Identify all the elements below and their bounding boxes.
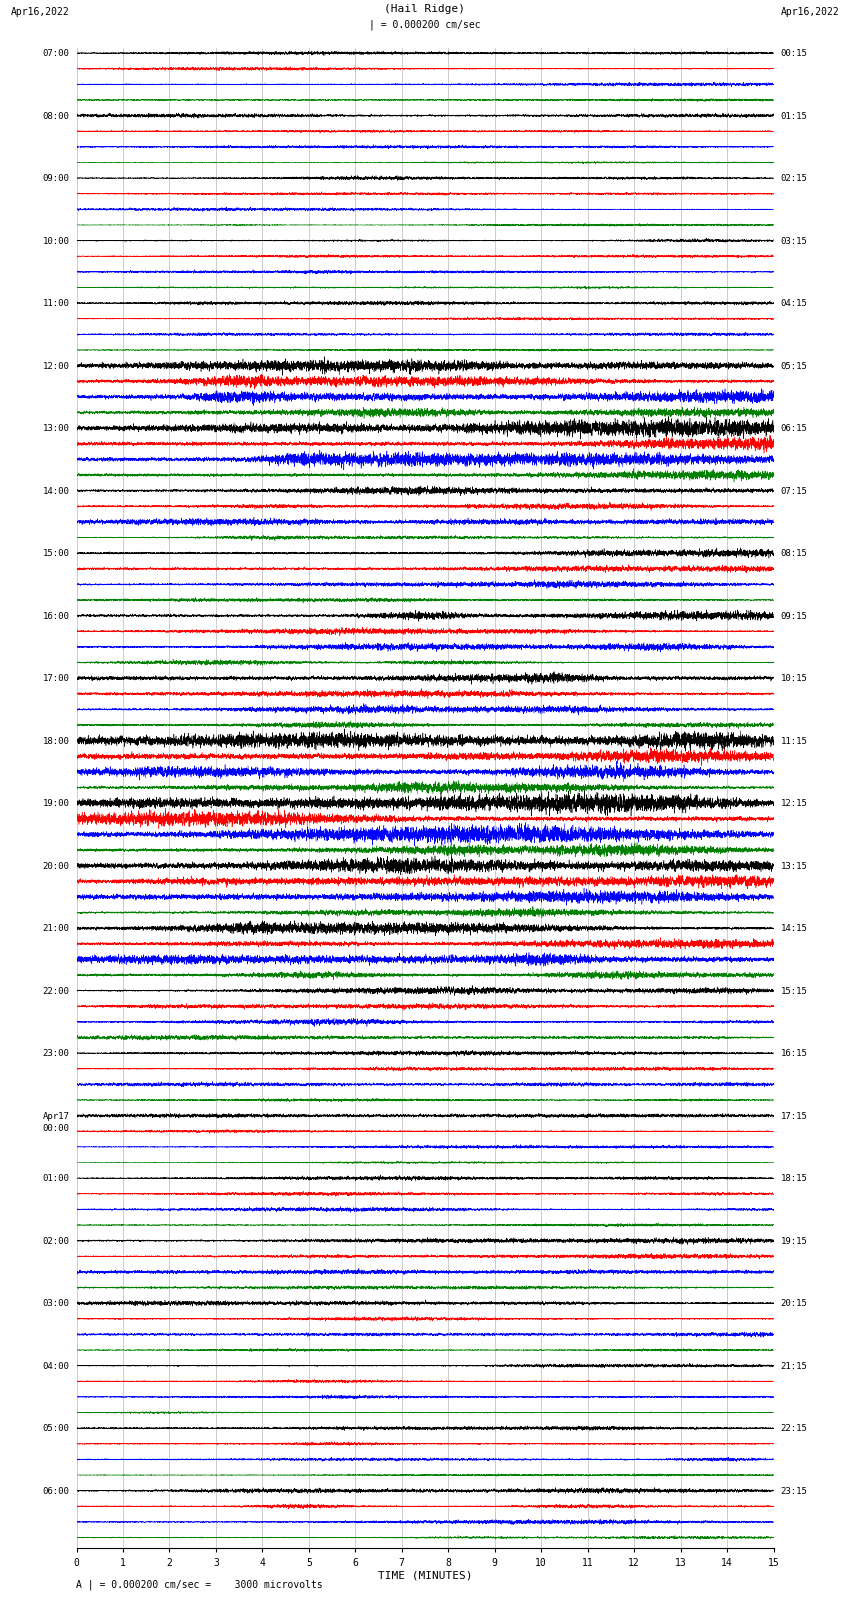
Text: 10:15: 10:15 xyxy=(780,674,808,684)
Text: 16:00: 16:00 xyxy=(42,611,70,621)
Text: 21:15: 21:15 xyxy=(780,1361,808,1371)
Text: 12:00: 12:00 xyxy=(42,361,70,371)
Text: 15:15: 15:15 xyxy=(780,987,808,995)
Text: 02:15: 02:15 xyxy=(780,174,808,184)
Text: 23:00: 23:00 xyxy=(42,1048,70,1058)
Text: 01:15: 01:15 xyxy=(780,111,808,121)
Text: 04:00: 04:00 xyxy=(42,1361,70,1371)
Text: 15:00: 15:00 xyxy=(42,548,70,558)
Text: 19:15: 19:15 xyxy=(780,1237,808,1245)
Text: 00:15: 00:15 xyxy=(780,48,808,58)
Text: 14:15: 14:15 xyxy=(780,924,808,934)
Text: 05:15: 05:15 xyxy=(780,361,808,371)
Text: 07:00: 07:00 xyxy=(42,48,70,58)
Text: 19:00: 19:00 xyxy=(42,798,70,808)
Text: Apr17: Apr17 xyxy=(42,1111,70,1121)
Text: 22:15: 22:15 xyxy=(780,1424,808,1434)
Text: 03:15: 03:15 xyxy=(780,237,808,245)
Text: 12:15: 12:15 xyxy=(780,798,808,808)
Text: 10:00: 10:00 xyxy=(42,237,70,245)
Text: | = 0.000200 cm/sec: | = 0.000200 cm/sec xyxy=(369,19,481,29)
Text: 09:00: 09:00 xyxy=(42,174,70,184)
Text: 11:00: 11:00 xyxy=(42,298,70,308)
Text: 06:00: 06:00 xyxy=(42,1487,70,1495)
Text: 02:00: 02:00 xyxy=(42,1237,70,1245)
Text: A | = 0.000200 cm/sec =    3000 microvolts: A | = 0.000200 cm/sec = 3000 microvolts xyxy=(76,1579,323,1590)
Text: 18:15: 18:15 xyxy=(780,1174,808,1184)
Text: 21:00: 21:00 xyxy=(42,924,70,934)
Text: 16:15: 16:15 xyxy=(780,1048,808,1058)
X-axis label: TIME (MINUTES): TIME (MINUTES) xyxy=(377,1571,473,1581)
Text: 00:00: 00:00 xyxy=(42,1124,70,1134)
Text: 04:15: 04:15 xyxy=(780,298,808,308)
Text: 23:15: 23:15 xyxy=(780,1487,808,1495)
Text: 08:00: 08:00 xyxy=(42,111,70,121)
Text: 07:15: 07:15 xyxy=(780,487,808,495)
Text: 18:00: 18:00 xyxy=(42,737,70,745)
Text: Apr16,2022: Apr16,2022 xyxy=(11,6,70,18)
Text: 08:15: 08:15 xyxy=(780,548,808,558)
Text: 05:00: 05:00 xyxy=(42,1424,70,1434)
Text: 13:15: 13:15 xyxy=(780,861,808,871)
Text: 20:00: 20:00 xyxy=(42,861,70,871)
Text: 03:00: 03:00 xyxy=(42,1298,70,1308)
Text: 06:15: 06:15 xyxy=(780,424,808,434)
Text: 09:15: 09:15 xyxy=(780,611,808,621)
Text: 17:15: 17:15 xyxy=(780,1111,808,1121)
Text: 14:00: 14:00 xyxy=(42,487,70,495)
Text: 13:00: 13:00 xyxy=(42,424,70,434)
Text: 17:00: 17:00 xyxy=(42,674,70,684)
Text: (Hail Ridge): (Hail Ridge) xyxy=(384,3,466,15)
Text: 01:00: 01:00 xyxy=(42,1174,70,1184)
Text: 20:15: 20:15 xyxy=(780,1298,808,1308)
Text: Apr16,2022: Apr16,2022 xyxy=(780,6,839,18)
Text: 11:15: 11:15 xyxy=(780,737,808,745)
Text: 22:00: 22:00 xyxy=(42,987,70,995)
